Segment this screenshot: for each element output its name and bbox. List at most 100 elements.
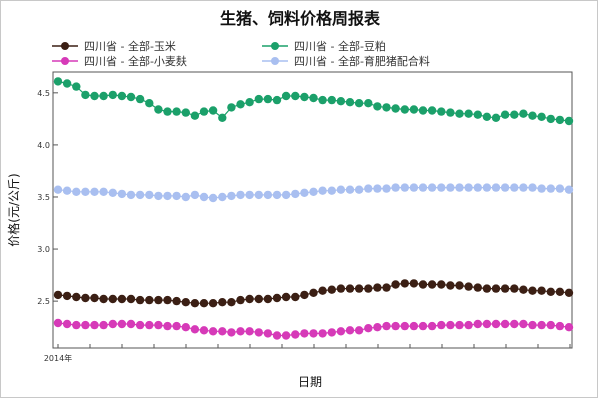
data-point (464, 109, 473, 118)
data-point (391, 321, 400, 331)
data-point (90, 293, 99, 303)
data-point (199, 326, 209, 335)
data-point (126, 294, 136, 304)
data-point (208, 327, 218, 336)
data-point (382, 103, 391, 112)
y-tick-label: 2.5 (37, 297, 50, 306)
data-point (546, 184, 555, 193)
data-point (546, 114, 555, 124)
data-point (309, 93, 318, 103)
data-point (300, 290, 309, 300)
data-point (108, 188, 118, 197)
data-point (236, 327, 245, 336)
data-point (90, 187, 99, 196)
data-point (72, 187, 81, 196)
data-point (108, 90, 118, 100)
data-point (126, 92, 136, 102)
data-point (245, 98, 254, 107)
data-point (81, 320, 90, 330)
data-point (53, 318, 63, 328)
data-point (354, 185, 364, 194)
data-point (281, 91, 291, 101)
data-point (245, 294, 254, 304)
data-point (172, 191, 181, 201)
data-point (537, 320, 546, 330)
x-tick-label: 2014年 (44, 353, 72, 363)
series-1 (53, 318, 574, 340)
y-axis: 2.5 3.0 3.5 4.0 4.5 (37, 89, 58, 306)
data-point (227, 328, 236, 337)
data-point (364, 99, 373, 108)
data-point (135, 94, 145, 104)
data-point (172, 107, 181, 116)
data-point (254, 328, 263, 337)
x-axis: 2014年 (44, 344, 571, 363)
data-point (53, 185, 63, 194)
data-point (145, 295, 154, 305)
data-point (519, 319, 528, 329)
data-point (291, 292, 300, 302)
data-point (135, 295, 145, 305)
data-point (473, 183, 482, 192)
data-point (500, 110, 510, 119)
data-point (117, 294, 127, 304)
data-point (117, 91, 127, 101)
data-point (500, 319, 510, 329)
data-point (418, 321, 428, 331)
data-point (327, 328, 336, 337)
data-point (418, 183, 428, 192)
data-point (263, 190, 273, 200)
data-point (409, 183, 419, 192)
data-point (427, 280, 437, 289)
data-point (72, 292, 81, 302)
data-point (555, 184, 565, 193)
data-point (53, 77, 63, 86)
data-point (354, 284, 364, 293)
data-point (227, 298, 236, 307)
data-point (291, 330, 300, 339)
data-point (208, 106, 218, 115)
data-point (145, 320, 154, 330)
data-point (373, 283, 382, 292)
data-point (446, 281, 455, 290)
data-point (537, 112, 546, 122)
data-point (62, 291, 72, 301)
data-point (473, 283, 482, 292)
data-point (473, 319, 482, 329)
data-point (400, 321, 409, 331)
data-point (181, 192, 190, 202)
data-point (227, 191, 236, 201)
data-point (446, 108, 455, 117)
data-point (327, 95, 336, 105)
data-point (345, 326, 355, 335)
data-point (564, 323, 574, 332)
data-point (163, 107, 172, 116)
data-point (510, 183, 519, 192)
series-0 (53, 279, 574, 308)
data-point (482, 183, 492, 192)
data-point (90, 91, 99, 101)
data-point (81, 187, 90, 196)
data-point (62, 319, 72, 329)
data-point (126, 190, 136, 200)
data-point (555, 115, 565, 125)
data-point (354, 326, 364, 335)
data-point (500, 183, 510, 192)
legend-label: 四川省 - 全部-豆粕 (294, 39, 386, 53)
data-point (218, 327, 227, 336)
data-point (446, 320, 455, 330)
data-point (309, 288, 318, 297)
data-point (345, 284, 355, 293)
data-point (254, 94, 263, 104)
legend-label: 四川省 - 全部-小麦麸 (84, 54, 187, 68)
data-point (464, 320, 473, 330)
data-point (236, 295, 245, 305)
data-point (263, 294, 273, 304)
data-point (537, 184, 546, 193)
data-point (528, 320, 537, 330)
y-axis-label: 价格(元/公斤) (6, 173, 21, 246)
data-point (145, 190, 154, 200)
data-point (336, 327, 346, 336)
